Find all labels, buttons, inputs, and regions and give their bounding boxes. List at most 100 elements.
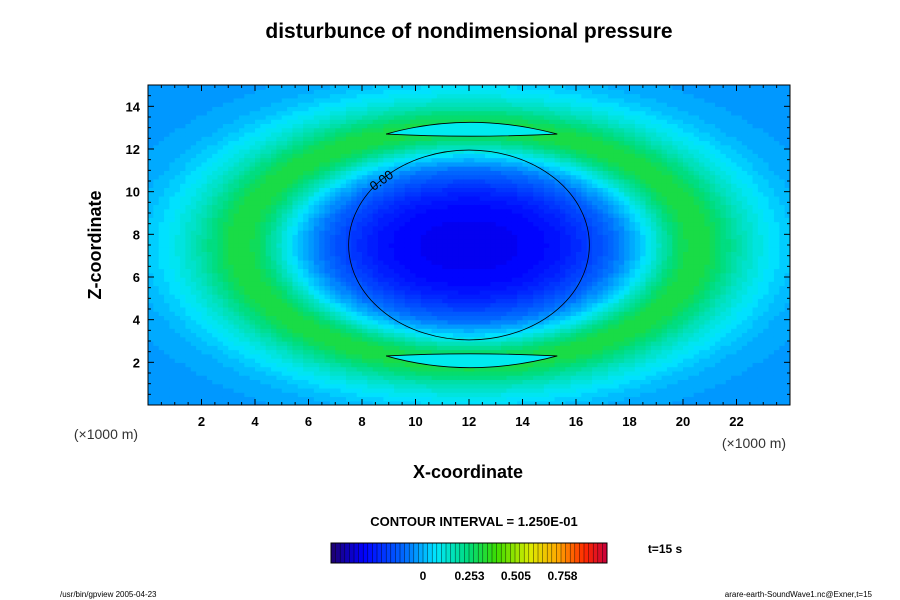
heatmap-cell <box>313 341 320 346</box>
heatmap-cell <box>303 341 310 346</box>
heatmap-cell <box>378 127 384 133</box>
heatmap-cell <box>292 358 299 363</box>
heatmap-cell <box>335 183 342 188</box>
heatmap-cell <box>495 144 502 150</box>
heatmap-cell <box>469 144 475 150</box>
heatmap-cell <box>410 362 417 368</box>
heatmap-cell <box>180 281 187 287</box>
heatmap-cell <box>196 97 203 103</box>
heatmap-cell <box>201 259 208 265</box>
heatmap-cell <box>313 140 320 146</box>
heatmap-cell <box>442 178 449 184</box>
heatmap-cell <box>206 178 213 184</box>
heatmap-cell <box>431 247 438 252</box>
heatmap-cell <box>158 323 165 329</box>
heatmap-cell <box>185 204 192 210</box>
heatmap-cell <box>474 294 481 299</box>
heatmap-cell <box>490 298 497 304</box>
heatmap-cell <box>308 170 315 176</box>
heatmap-cell <box>404 119 411 124</box>
heatmap-cell <box>174 191 181 197</box>
heatmap-cell <box>345 195 352 201</box>
heatmap-cell <box>233 251 240 257</box>
heatmap-cell <box>260 217 267 223</box>
heatmap-cell <box>410 238 417 244</box>
heatmap-cell <box>442 238 449 244</box>
heatmap-cell <box>297 110 304 116</box>
heatmap-cell <box>367 277 374 282</box>
heatmap-cell <box>271 187 277 193</box>
heatmap-cell <box>319 114 326 120</box>
heatmap-cell <box>217 272 224 278</box>
heatmap-cell <box>351 217 358 223</box>
heatmap-cell <box>458 234 465 240</box>
heatmap-cell <box>463 161 470 167</box>
heatmap-cell <box>222 289 229 295</box>
heatmap-cell <box>399 102 406 107</box>
heatmap-cell <box>388 281 395 287</box>
heatmap-cell <box>383 93 390 99</box>
heatmap-cell <box>458 200 465 206</box>
heatmap-cell <box>404 289 411 295</box>
heatmap-cell <box>436 255 443 261</box>
heatmap-cell <box>276 238 283 244</box>
heatmap-cell <box>265 311 272 316</box>
heatmap-cell <box>362 234 368 240</box>
heatmap-cell <box>217 166 224 171</box>
heatmap-cell <box>233 140 240 146</box>
heatmap-cell <box>292 187 299 193</box>
heatmap-cell <box>196 127 203 133</box>
heatmap-cell <box>474 306 481 312</box>
heatmap-cell <box>329 294 336 299</box>
heatmap-cell <box>345 306 352 312</box>
heatmap-cell <box>367 392 374 398</box>
heatmap-cell <box>233 144 240 150</box>
heatmap-cell <box>362 379 368 385</box>
heatmap-cell <box>351 178 358 184</box>
heatmap-cell <box>255 370 261 376</box>
heatmap-cell <box>158 387 165 393</box>
heatmap-cell <box>458 289 465 295</box>
heatmap-cell <box>174 285 181 291</box>
heatmap-cell <box>335 131 342 137</box>
heatmap-cell <box>490 247 497 252</box>
heatmap-cell <box>458 178 465 184</box>
heatmap-cell <box>201 383 208 389</box>
heatmap-cell <box>238 97 245 103</box>
heatmap-cell <box>271 208 277 214</box>
heatmap-cell <box>158 144 165 150</box>
heatmap-cell <box>206 127 213 133</box>
heatmap-cell <box>362 187 368 193</box>
heatmap-cell <box>431 264 438 270</box>
heatmap-cell <box>222 110 229 116</box>
heatmap-cell <box>313 289 320 295</box>
heatmap-cell <box>329 225 336 231</box>
heatmap-cell <box>238 119 245 124</box>
heatmap-cell <box>367 119 374 124</box>
heatmap-cell <box>196 187 203 193</box>
heatmap-cell <box>255 366 261 372</box>
heatmap-cell <box>452 315 459 321</box>
heatmap-cell <box>372 264 379 270</box>
heatmap-cell <box>436 140 443 146</box>
heatmap-cell <box>222 298 229 304</box>
heatmap-cell <box>452 144 459 150</box>
heatmap-cell <box>404 387 411 393</box>
heatmap-cell <box>367 255 374 261</box>
heatmap-cell <box>238 238 245 244</box>
heatmap-cell <box>217 383 224 389</box>
heatmap-cell <box>287 89 294 95</box>
heatmap-cell <box>148 217 154 223</box>
heatmap-cell <box>372 289 379 295</box>
heatmap-cell <box>201 242 208 248</box>
heatmap-cell <box>201 302 208 308</box>
heatmap-cell <box>372 93 379 99</box>
heatmap-cell <box>212 323 219 329</box>
heatmap-cell <box>222 264 229 270</box>
heatmap-cell <box>153 166 160 171</box>
heatmap-cell <box>362 251 368 257</box>
heatmap-cell <box>362 200 368 206</box>
heatmap-cell <box>244 144 251 150</box>
heatmap-cell <box>276 131 283 137</box>
heatmap-cell <box>383 392 390 398</box>
